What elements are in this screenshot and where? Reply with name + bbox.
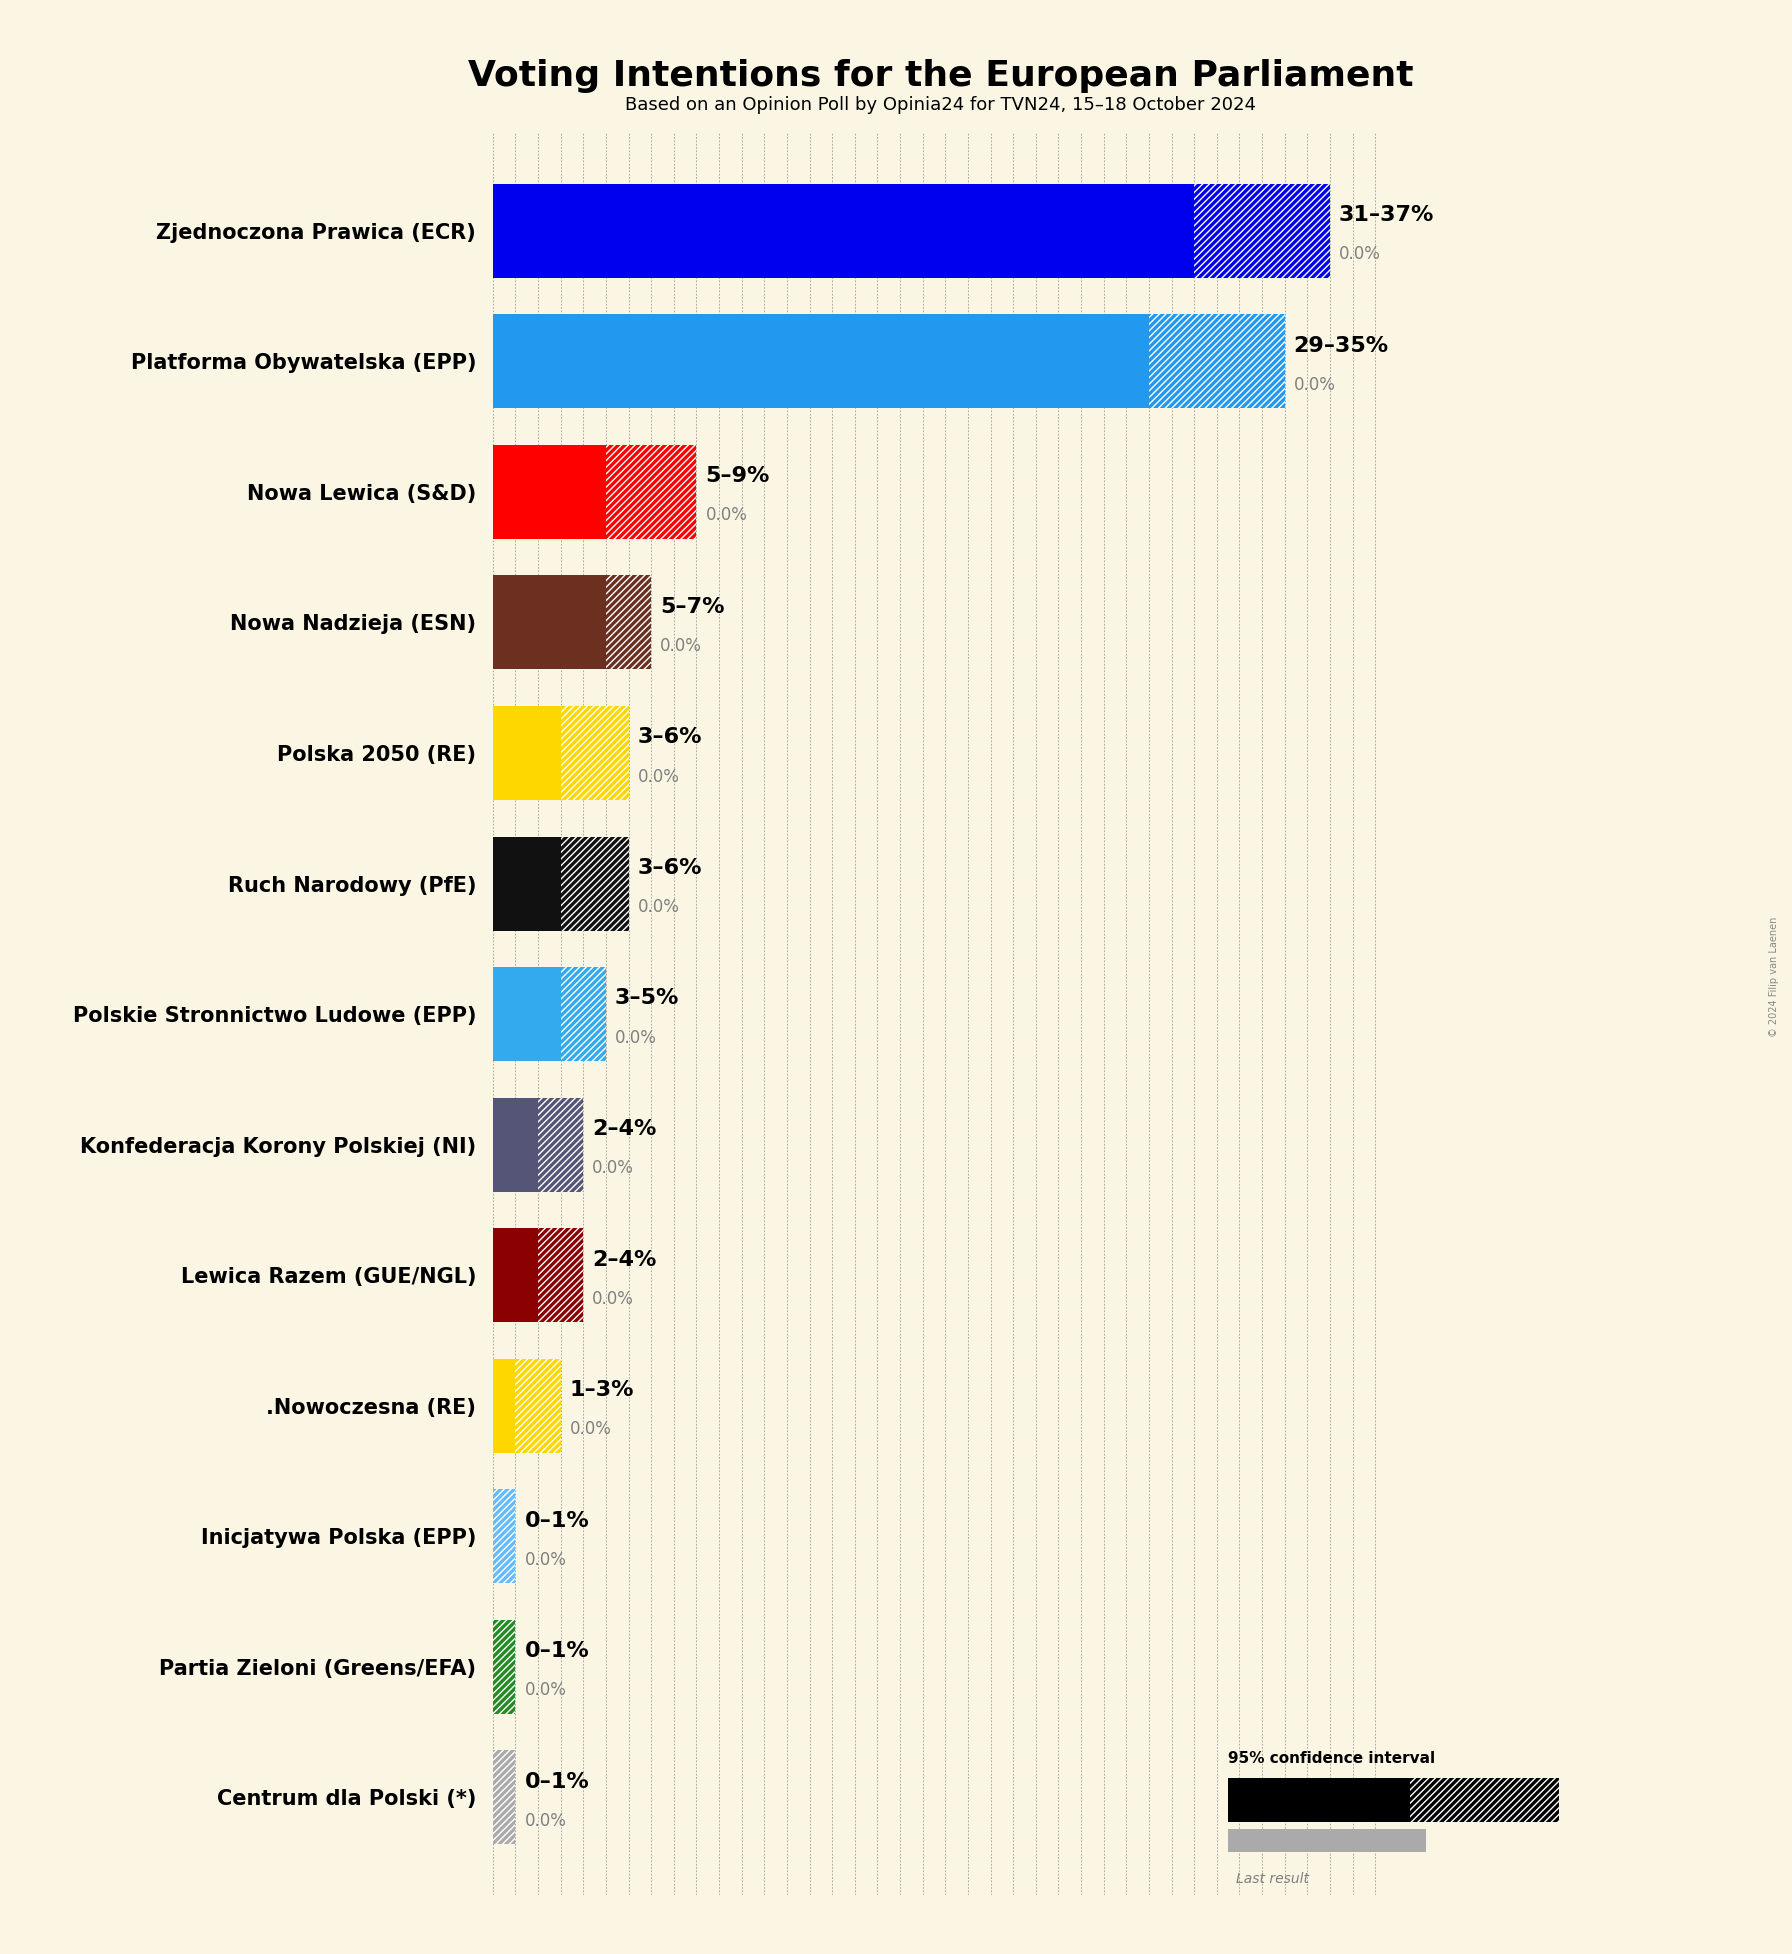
Text: 5–7%: 5–7% (659, 596, 724, 617)
Bar (538, 1229, 584, 1323)
Bar (561, 836, 629, 930)
Text: 1–3%: 1–3% (570, 1380, 634, 1401)
Text: © 2024 Filip van Laenen: © 2024 Filip van Laenen (1769, 916, 1779, 1038)
Text: 5–9%: 5–9% (706, 467, 771, 487)
Text: Last result: Last result (1236, 1872, 1310, 1886)
Bar (606, 446, 697, 539)
Bar (493, 315, 1149, 408)
Text: 0.0%: 0.0% (615, 1028, 658, 1047)
Bar (561, 836, 629, 930)
Bar (493, 1489, 516, 1583)
Text: 2–4%: 2–4% (593, 1120, 656, 1139)
Text: 95% confidence interval: 95% confidence interval (1228, 1751, 1435, 1766)
Text: 0.0%: 0.0% (593, 1159, 634, 1176)
Bar (493, 705, 561, 799)
Bar (493, 184, 1193, 277)
Bar (516, 1358, 561, 1452)
Bar (493, 1751, 516, 1845)
Text: 3–6%: 3–6% (638, 858, 702, 877)
Bar (1193, 184, 1330, 277)
Bar (493, 967, 561, 1061)
Bar (606, 576, 650, 670)
Text: 0.0%: 0.0% (638, 899, 679, 916)
Bar (516, 1358, 561, 1452)
Bar (1193, 184, 1330, 277)
Text: 0.0%: 0.0% (638, 768, 679, 786)
Text: 3–5%: 3–5% (615, 989, 679, 1008)
Text: 0–1%: 0–1% (525, 1641, 590, 1661)
Bar (538, 1229, 584, 1323)
Bar (561, 967, 606, 1061)
Text: 31–37%: 31–37% (1339, 205, 1434, 225)
Bar (493, 836, 561, 930)
Bar (1149, 315, 1285, 408)
Bar (493, 1229, 538, 1323)
Bar (606, 446, 697, 539)
Text: 0.0%: 0.0% (525, 1551, 566, 1569)
Bar (493, 1358, 516, 1452)
Text: 0.0%: 0.0% (593, 1290, 634, 1307)
Bar (493, 1098, 538, 1192)
Text: 0.0%: 0.0% (570, 1421, 611, 1438)
Text: 0.0%: 0.0% (525, 1811, 566, 1831)
Text: 0–1%: 0–1% (525, 1772, 590, 1792)
Bar (1410, 1778, 1559, 1821)
Bar (606, 576, 650, 670)
Text: 0.0%: 0.0% (1294, 375, 1335, 395)
Text: 0.0%: 0.0% (1339, 246, 1382, 264)
Text: Voting Intentions for the European Parliament: Voting Intentions for the European Parli… (468, 59, 1414, 92)
Text: 2–4%: 2–4% (593, 1249, 656, 1270)
Text: with median: with median (1228, 1786, 1333, 1802)
Text: 0.0%: 0.0% (706, 506, 747, 524)
Bar (493, 1751, 516, 1845)
Text: Based on an Opinion Poll by Opinia24 for TVN24, 15–18 October 2024: Based on an Opinion Poll by Opinia24 for… (625, 96, 1256, 113)
Bar (493, 1620, 516, 1714)
Bar (561, 967, 606, 1061)
Bar (538, 1098, 584, 1192)
Bar (1149, 315, 1285, 408)
Text: 0–1%: 0–1% (525, 1510, 590, 1530)
Text: 3–6%: 3–6% (638, 727, 702, 746)
Bar (1410, 1778, 1559, 1821)
Bar (493, 576, 606, 670)
Bar (493, 446, 606, 539)
Text: 0.0%: 0.0% (525, 1680, 566, 1700)
Bar (493, 1489, 516, 1583)
Bar (561, 705, 629, 799)
Bar (1228, 1829, 1426, 1852)
Text: 0.0%: 0.0% (659, 637, 702, 655)
Text: 29–35%: 29–35% (1294, 336, 1389, 356)
Bar (561, 705, 629, 799)
Bar (538, 1098, 584, 1192)
Bar (493, 1620, 516, 1714)
Bar (1228, 1778, 1410, 1821)
